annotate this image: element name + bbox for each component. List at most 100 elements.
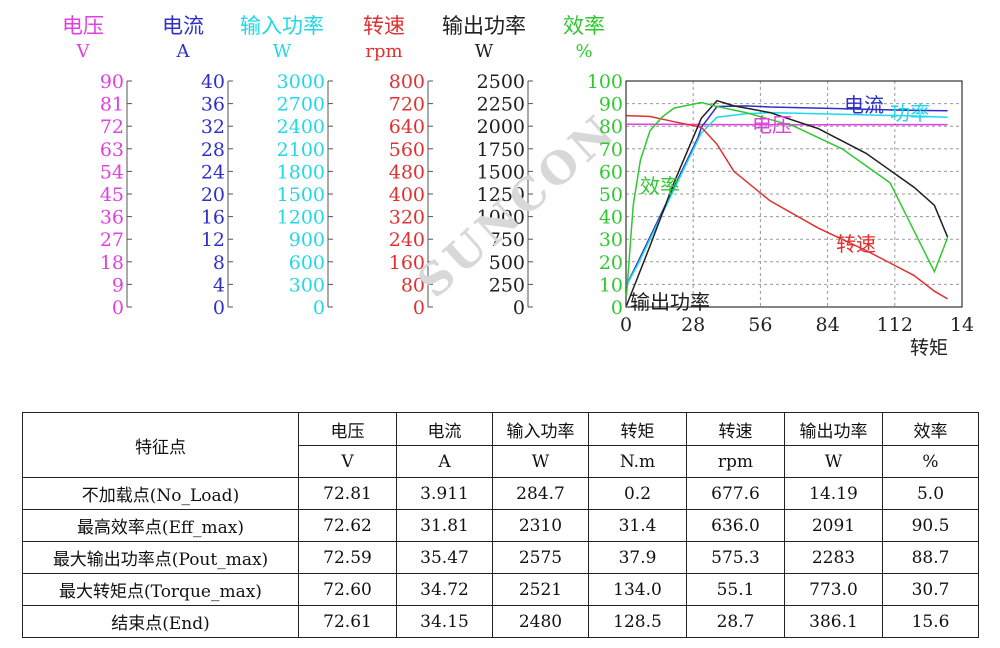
tick-label: 2000 [477, 116, 525, 138]
tick-label: 0 [611, 297, 623, 319]
tick-label: 2100 [277, 139, 325, 161]
table-cell: 90.5 [882, 509, 979, 542]
x-tick-label: 0 [620, 314, 632, 336]
axis-name: 转速 [363, 14, 405, 38]
tick-label: 45 [100, 184, 124, 206]
tick-label: 30 [599, 229, 623, 251]
tick-label: 40 [599, 207, 623, 229]
col-unit-efficiency: % [882, 445, 979, 478]
tick-label: 12 [201, 229, 225, 251]
table-cell: 2091 [784, 509, 883, 542]
tick-label: 0 [413, 297, 425, 319]
axis-name: 电压 [62, 14, 104, 38]
tick-label: 2500 [477, 71, 525, 93]
table-cell: 2521 [492, 573, 589, 606]
row-label: 最大输出功率点(Pout_max) [22, 541, 299, 574]
row-label: 结束点(End) [22, 605, 299, 638]
tick-label: 18 [100, 252, 124, 274]
tick-label: 0 [313, 297, 325, 319]
table-cell: 5.0 [882, 477, 979, 510]
tick-label: 250 [489, 274, 525, 296]
tick-label: 2250 [477, 94, 525, 116]
axis-name: 效率 [563, 14, 605, 38]
table-row: 不加载点(No_Load) 72.81 3.911 284.7 0.2 677.… [22, 477, 979, 510]
col-name-input-power: 输入功率 [492, 412, 589, 446]
table-cell: 72.59 [298, 541, 397, 574]
axis-unit: rpm [365, 41, 402, 62]
tick-label: 60 [599, 161, 623, 183]
table-row: 结束点(End) 72.61 34.15 2480 128.5 28.7 386… [22, 605, 979, 638]
series-line-2 [625, 111, 948, 286]
table-row: 最高效率点(Eff_max) 72.62 31.81 2310 31.4 636… [22, 509, 979, 542]
series-line-5 [625, 101, 949, 296]
tick-label: 1000 [477, 207, 525, 229]
table-cell: 2575 [492, 541, 589, 574]
table-cell: 88.7 [882, 541, 979, 574]
tick-label: 24 [201, 161, 225, 183]
col-unit-input-power: W [492, 445, 589, 478]
tick-label: 400 [389, 184, 425, 206]
tick-label: 81 [100, 94, 124, 116]
tick-label: 9 [112, 274, 124, 296]
table-cell: 72.62 [298, 509, 397, 542]
table-cell: 34.72 [396, 573, 493, 606]
col-name-speed: 转速 [686, 412, 785, 446]
col-unit-current: A [396, 445, 493, 478]
x-tick-label: 14 [950, 314, 974, 336]
table-cell: 284.7 [492, 477, 589, 510]
tick-label: 600 [289, 252, 325, 274]
tick-label: 72 [100, 116, 124, 138]
tick-label: 0 [112, 297, 124, 319]
x-tick-label: 28 [681, 314, 705, 336]
tick-label: 90 [100, 71, 124, 93]
series-line-0 [625, 123, 948, 126]
col-name-efficiency: 效率 [882, 412, 979, 446]
tick-label: 3000 [277, 71, 325, 93]
x-tick-label: 112 [877, 314, 913, 336]
tick-label: 27 [100, 229, 124, 251]
tick-label: 10 [599, 274, 623, 296]
x-tick-label: 56 [748, 314, 772, 336]
axis-name: 输出功率 [442, 14, 526, 38]
plot-frame [625, 80, 963, 308]
col-unit-speed: rpm [686, 445, 785, 478]
table-cell: 37.9 [588, 541, 687, 574]
table-cell: 677.6 [686, 477, 785, 510]
axis-unit: W [475, 41, 494, 62]
tick-label: 1800 [277, 161, 325, 183]
tick-label: 0 [213, 297, 225, 319]
tick-label: 240 [389, 229, 425, 251]
col-name-voltage: 电压 [298, 412, 397, 446]
series-line-4 [625, 99, 949, 306]
tick-label: 160 [389, 252, 425, 274]
tick-label: 70 [599, 139, 623, 161]
table-cell: 0.2 [588, 477, 687, 510]
x-axis-label: 转矩 [910, 337, 948, 359]
table-cell: 2283 [784, 541, 883, 574]
tick-label: 63 [100, 139, 124, 161]
tick-label: 300 [289, 274, 325, 296]
tick-label: 54 [100, 161, 124, 183]
tick-label: 80 [599, 116, 623, 138]
table-cell: 31.81 [396, 509, 493, 542]
table-cell: 575.3 [686, 541, 785, 574]
tick-label: 4 [213, 274, 225, 296]
table-cell: 134.0 [588, 573, 687, 606]
tick-label: 1200 [277, 207, 325, 229]
tick-label: 20 [599, 252, 623, 274]
tick-label: 32 [201, 116, 225, 138]
row-label: 不加载点(No_Load) [22, 477, 299, 510]
series-label: 效率 [640, 174, 680, 198]
tick-label: 900 [289, 229, 325, 251]
tick-label: 20 [201, 184, 225, 206]
tick-label: 750 [489, 229, 525, 251]
series-label: 功率 [890, 101, 930, 125]
table-cell: 35.47 [396, 541, 493, 574]
tick-label: 80 [401, 274, 425, 296]
table-cell: 15.6 [882, 605, 979, 638]
table-cell: 2310 [492, 509, 589, 542]
tick-label: 500 [489, 252, 525, 274]
tick-label: 1250 [477, 184, 525, 206]
col-name-current: 电流 [396, 412, 493, 446]
characteristic-points-table: 特征点 电压 电流 输入功率 转矩 转速 输出功率 效率 V A W N.m r… [22, 412, 979, 638]
